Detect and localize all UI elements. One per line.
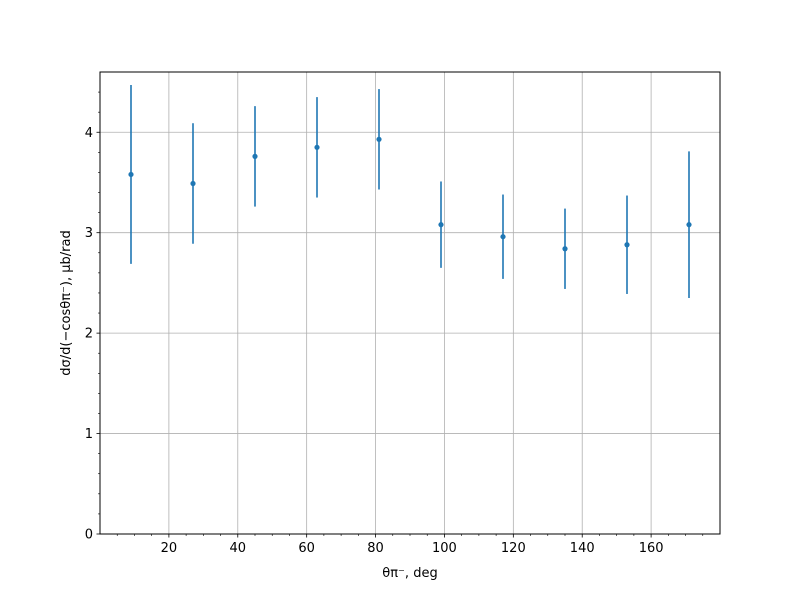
data-point — [252, 153, 258, 159]
data-point — [562, 246, 568, 252]
data-point — [376, 136, 382, 142]
x-tick-label: 120 — [501, 541, 526, 556]
x-tick-label: 60 — [298, 541, 315, 556]
y-tick-label: 1 — [85, 427, 93, 442]
y-tick-label: 0 — [85, 528, 93, 543]
data-point — [190, 180, 196, 187]
x-tick-label: 40 — [230, 541, 247, 556]
grid — [100, 72, 720, 535]
y-axis-label: dσ/d(−cosθπ⁻), μb/rad — [59, 230, 74, 375]
data-series — [128, 85, 692, 298]
x-tick-label: 160 — [639, 541, 664, 556]
axis-ticks: 20 40 60 80 100 120 140 160 0 1 2 3 4 — [85, 91, 704, 556]
x-axis-label: θπ⁻, deg — [382, 566, 437, 581]
data-point — [128, 171, 134, 178]
plot-area — [100, 72, 720, 534]
x-tick-label: 20 — [161, 541, 178, 556]
data-point — [686, 222, 692, 228]
y-tick-label: 2 — [85, 327, 93, 342]
y-tick-label: 4 — [85, 126, 93, 141]
x-tick-label: 80 — [367, 541, 384, 556]
data-point — [314, 144, 320, 150]
data-point — [624, 242, 630, 248]
y-tick-label: 3 — [85, 226, 93, 241]
x-tick-label: 100 — [432, 541, 457, 556]
data-point — [500, 234, 506, 240]
data-point — [438, 222, 444, 228]
x-tick-label: 140 — [570, 541, 595, 556]
